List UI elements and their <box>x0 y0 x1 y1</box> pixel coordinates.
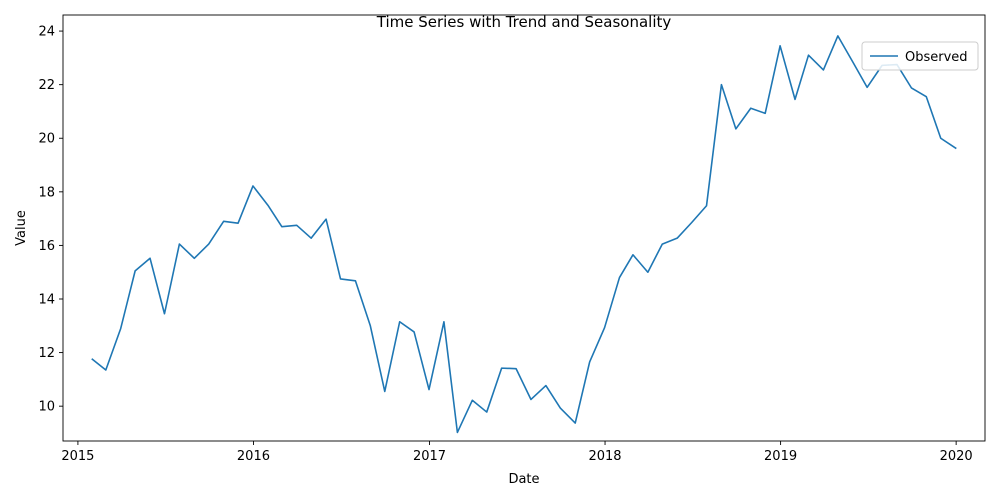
data-point <box>442 320 446 324</box>
data-point <box>924 95 928 99</box>
data-point <box>398 320 402 324</box>
x-tick-label: 2020 <box>940 449 973 464</box>
data-point <box>427 388 431 392</box>
y-tick-label: 10 <box>38 400 55 415</box>
data-point <box>266 203 270 207</box>
data-point <box>573 421 577 425</box>
data-point <box>222 219 226 223</box>
data-point <box>821 68 825 72</box>
data-point <box>90 357 94 361</box>
data-point <box>280 225 284 229</box>
data-point <box>909 86 913 90</box>
data-point <box>251 184 255 188</box>
y-tick-label: 14 <box>38 293 55 308</box>
data-point <box>806 53 810 57</box>
data-point <box>455 430 459 434</box>
data-point <box>353 279 357 283</box>
data-point <box>514 367 518 371</box>
data-point <box>104 368 108 372</box>
data-point <box>778 44 782 48</box>
data-point <box>719 83 723 87</box>
data-point <box>383 389 387 393</box>
data-point <box>836 34 840 38</box>
x-tick-label: 2019 <box>764 449 797 464</box>
legend: Observed <box>861 41 979 71</box>
series-line-observed <box>91 35 957 434</box>
data-point <box>793 97 797 101</box>
y-axis-title: Value <box>14 210 29 246</box>
y-tick-label: 22 <box>38 78 55 93</box>
data-point <box>309 236 313 240</box>
x-tick-label: 2018 <box>588 449 621 464</box>
data-point <box>675 236 679 240</box>
legend-box <box>861 41 979 71</box>
data-point <box>588 360 592 364</box>
data-point <box>207 242 211 246</box>
data-point <box>734 127 738 131</box>
data-point <box>192 256 196 260</box>
data-point <box>339 277 343 281</box>
data-point <box>133 269 137 273</box>
data-point <box>324 217 328 221</box>
x-axis: 2015 2016 2017 2018 2019 2020 <box>61 441 973 464</box>
data-point <box>749 106 753 110</box>
x-tick-label: 2017 <box>413 449 446 464</box>
data-point <box>119 326 123 330</box>
data-point <box>705 204 709 208</box>
data-point <box>368 324 372 328</box>
data-point <box>851 60 855 64</box>
x-axis-title: Date <box>508 472 539 487</box>
data-point <box>939 136 943 140</box>
data-point <box>603 326 607 330</box>
x-tick-label: 2016 <box>237 449 270 464</box>
data-point <box>162 312 166 316</box>
chart-title: Time Series with Trend and Seasonality <box>376 13 672 31</box>
data-point <box>177 242 181 246</box>
y-tick-label: 12 <box>38 346 55 361</box>
data-point <box>646 270 650 274</box>
data-point <box>631 253 635 257</box>
y-tick-label: 16 <box>38 239 55 254</box>
data-point <box>954 146 958 150</box>
axes-frame <box>62 14 986 442</box>
data-point <box>529 397 533 401</box>
data-point <box>148 256 152 260</box>
data-point <box>544 384 548 388</box>
legend-label-observed: Observed <box>905 50 968 65</box>
data-point <box>865 85 869 89</box>
y-tick-label: 20 <box>38 132 55 147</box>
data-point <box>660 242 664 246</box>
data-point <box>690 221 694 225</box>
data-point <box>500 366 504 370</box>
data-point <box>763 111 767 115</box>
x-tick-label: 2015 <box>61 449 94 464</box>
data-point <box>236 221 240 225</box>
data-point <box>470 398 474 402</box>
data-point <box>295 223 299 227</box>
y-tick-label: 18 <box>38 185 55 200</box>
data-point <box>558 406 562 410</box>
data-point <box>412 330 416 334</box>
plot-area <box>90 34 958 434</box>
data-point <box>485 410 489 414</box>
y-axis: 10 12 14 16 18 20 22 24 <box>38 25 63 415</box>
data-point <box>617 276 621 280</box>
y-tick-label: 24 <box>38 25 55 40</box>
